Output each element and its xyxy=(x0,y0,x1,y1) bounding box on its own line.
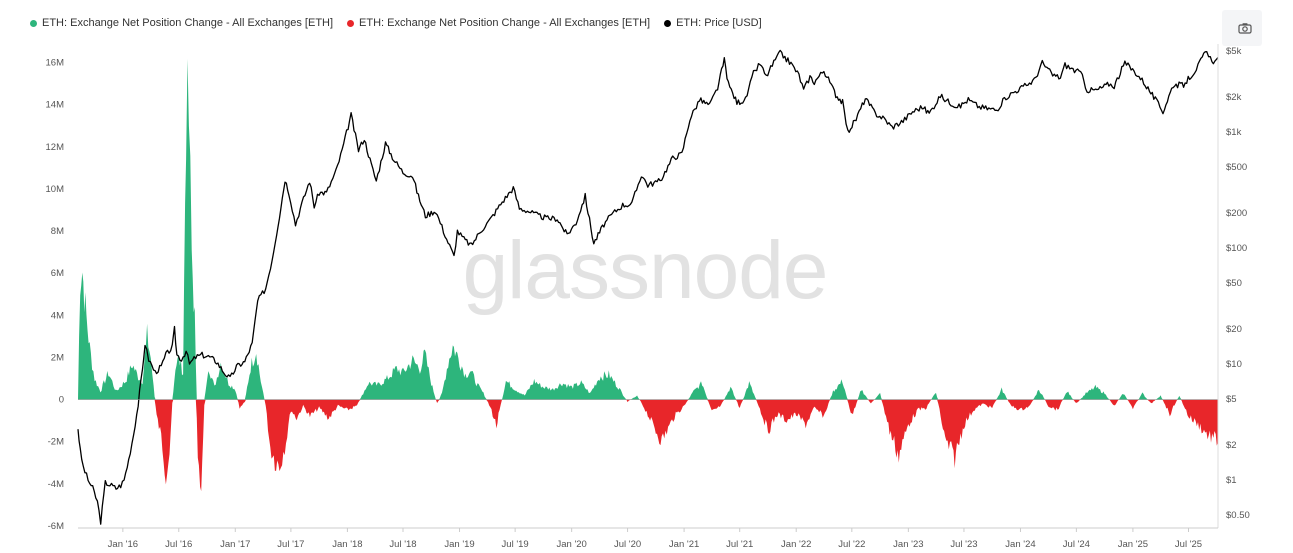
legend-label-price: ETH: Price [USD] xyxy=(676,17,762,29)
x-tick-label: Jul '19 xyxy=(502,539,529,550)
x-tick-label: Jan '25 xyxy=(1118,539,1148,550)
chart-toolbar xyxy=(1222,10,1262,46)
price-line-layer xyxy=(77,49,1219,525)
x-tick-label: Jan '18 xyxy=(332,539,362,550)
left-tick-label: -4M xyxy=(48,479,64,490)
legend-item-negative[interactable]: ETH: Exchange Net Position Change - All … xyxy=(347,17,650,29)
right-axis: $5k $2k $1k $500 $200 $100 $50 $20 $10 $5 $2 $1 $0.5… xyxy=(1217,44,1250,528)
right-tick-label: $20 xyxy=(1226,324,1242,335)
legend-label-positive: ETH: Exchange Net Position Change - All … xyxy=(42,17,334,29)
positive-net-change-area xyxy=(78,58,1218,400)
right-tick-label: $2 xyxy=(1226,440,1237,451)
negative-net-change-area xyxy=(78,399,1218,492)
right-tick-label: $200 xyxy=(1226,208,1247,219)
legend-item-price[interactable]: ETH: Price [USD] xyxy=(664,17,762,29)
legend-dot-price xyxy=(664,19,672,27)
x-tick-label: Jan '16 xyxy=(108,539,138,550)
x-tick-label: Jul '21 xyxy=(726,539,753,550)
x-tick-label: Jul '22 xyxy=(838,539,865,550)
right-tick-label: $50 xyxy=(1226,278,1242,289)
left-tick-label: 12M xyxy=(46,142,65,153)
legend-label-negative: ETH: Exchange Net Position Change - All … xyxy=(359,17,651,29)
x-tick-label: Jan '19 xyxy=(444,539,474,550)
legend-dot-positive xyxy=(30,19,37,27)
x-tick-label: Jul '17 xyxy=(277,539,304,550)
left-tick-label: 10M xyxy=(46,184,65,195)
right-tick-label: $1k xyxy=(1226,127,1242,138)
right-tick-label: $5 xyxy=(1226,394,1237,405)
negative-area-layer xyxy=(78,399,1218,492)
x-tick-label: Jan '17 xyxy=(220,539,250,550)
x-tick-label: Jan '20 xyxy=(556,539,586,550)
right-tick-label: $5k xyxy=(1226,46,1242,57)
left-tick-label: 16M xyxy=(46,58,65,69)
left-tick-label: 2M xyxy=(51,352,64,363)
x-tick-label: Jul '24 xyxy=(1063,539,1090,550)
left-tick-label: -6M xyxy=(48,521,64,532)
x-tick-label: Jul '20 xyxy=(614,539,641,550)
legend-item-positive[interactable]: ETH: Exchange Net Position Change - All … xyxy=(30,17,333,29)
right-tick-label: $10 xyxy=(1226,359,1242,370)
x-tick-label: Jul '18 xyxy=(389,539,416,550)
left-tick-label: 0 xyxy=(59,395,64,406)
right-tick-label: $2k xyxy=(1226,92,1242,103)
left-tick-label: -2M xyxy=(48,437,64,448)
x-tick-label: Jan '23 xyxy=(893,539,923,550)
right-tick-label: $1 xyxy=(1226,475,1237,486)
legend-dot-negative xyxy=(347,19,355,27)
x-tick-label: Jan '21 xyxy=(669,539,699,550)
x-tick-label: Jul '25 xyxy=(1175,539,1202,550)
camera-icon[interactable] xyxy=(1238,21,1252,35)
chart-legend: ETH: Exchange Net Position Change - All … xyxy=(30,15,762,31)
left-tick-label: 6M xyxy=(51,268,64,279)
left-axis: 16M 14M 12M 10M 8M 6M 4M 2M 0 -2M -4M -6M xyxy=(46,58,1218,532)
price-line xyxy=(77,49,1219,525)
left-tick-label: 8M xyxy=(51,226,64,237)
right-tick-label: $100 xyxy=(1226,243,1247,254)
positive-area-layer xyxy=(78,58,1218,400)
x-tick-label: Jul '23 xyxy=(950,539,977,550)
x-tick-label: Jul '16 xyxy=(165,539,192,550)
right-tick-label: $0.50 xyxy=(1226,510,1250,521)
right-tick-label: $500 xyxy=(1226,162,1247,173)
x-tick-label: Jan '22 xyxy=(781,539,811,550)
left-tick-label: 14M xyxy=(46,100,65,111)
left-tick-label: 4M xyxy=(51,310,64,321)
x-axis: Jan '16 Jul '16 Jan '17 Jul '17 Jan '18 Jul '… xyxy=(78,527,1218,550)
watermark: glassnode xyxy=(463,225,828,316)
x-tick-label: Jan '24 xyxy=(1005,539,1035,550)
